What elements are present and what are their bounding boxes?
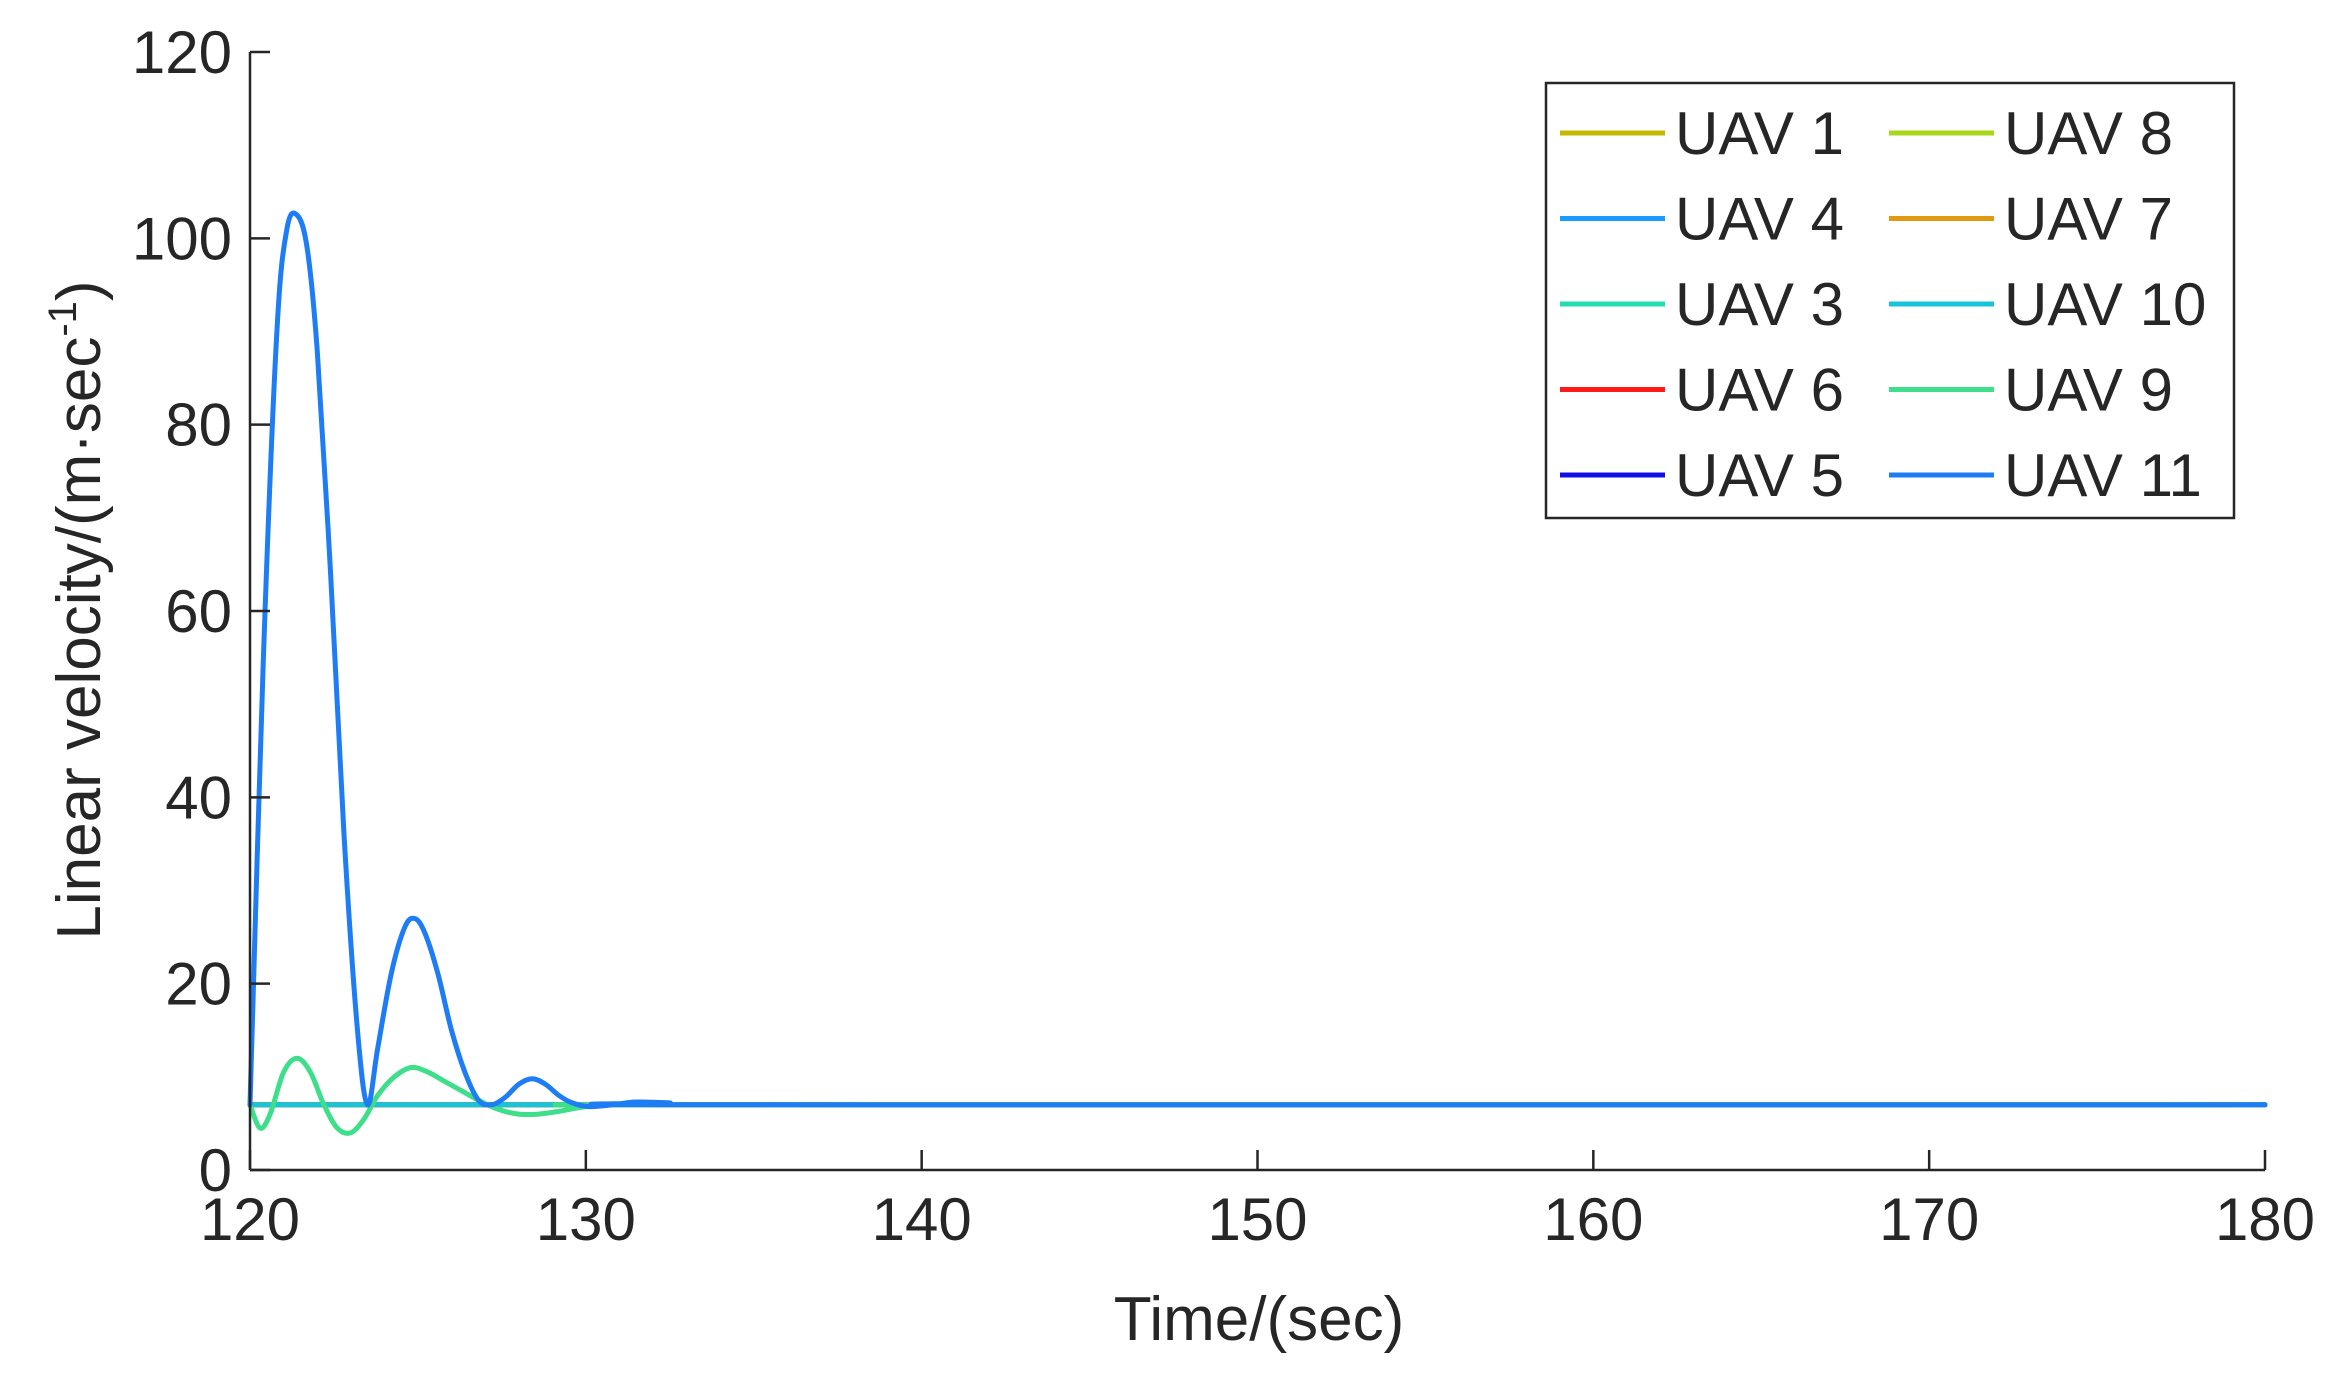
y-tick-label: 20 bbox=[165, 951, 232, 1018]
ticks: 120 130 140 150 160 170 180 0 20 40 60 80 100 120 bbox=[132, 19, 2315, 1253]
legend-label: UAV 3 bbox=[1675, 271, 1844, 338]
x-tick-label: 120 bbox=[200, 1186, 300, 1253]
y-axis-label-suffix: ) bbox=[45, 280, 114, 301]
legend-label: UAV 7 bbox=[2004, 186, 2173, 253]
series-line-uav-9 bbox=[247, 1055, 2268, 1136]
y-tick-label: 40 bbox=[165, 764, 232, 831]
legend-label: UAV 5 bbox=[1675, 442, 1844, 509]
x-tick-label: 180 bbox=[2215, 1186, 2315, 1253]
legend-label: UAV 4 bbox=[1675, 186, 1844, 253]
y-tick-label: 100 bbox=[132, 205, 232, 272]
legend-label: UAV 6 bbox=[1675, 357, 1844, 424]
x-axis-label: Time/(sec) bbox=[1114, 1285, 1404, 1354]
legend-label: UAV 1 bbox=[1675, 100, 1844, 167]
x-tick-label: 170 bbox=[1879, 1186, 1979, 1253]
y-tick-label: 0 bbox=[199, 1137, 232, 1204]
legend-label: UAV 8 bbox=[2004, 100, 2173, 167]
x-tick-label: 140 bbox=[872, 1186, 972, 1253]
legend-label: UAV 9 bbox=[2004, 357, 2173, 424]
y-tick-label: 60 bbox=[165, 578, 232, 645]
x-tick-label: 130 bbox=[536, 1186, 636, 1253]
y-axis-label-superscript: -1 bbox=[41, 301, 85, 337]
legend: UAV 1 UAV 4 UAV 3 UAV 6 UAV 5 UAV 8 UAV 7 UAV 1… bbox=[1544, 81, 2236, 520]
y-tick-label: 120 bbox=[132, 19, 232, 86]
legend-label: UAV 10 bbox=[2004, 271, 2206, 338]
plot-lines bbox=[247, 210, 2268, 1136]
x-tick-label: 160 bbox=[1543, 1186, 1643, 1253]
series-line-uav-11 bbox=[247, 210, 2268, 1110]
x-tick-label: 150 bbox=[1207, 1186, 1307, 1253]
y-axis-label: Linear velocity/(m·sec-1) bbox=[41, 280, 114, 939]
y-tick-label: 80 bbox=[165, 392, 232, 459]
legend-label: UAV 11 bbox=[2004, 442, 2202, 509]
y-axis-label-main: Linear velocity/(m·sec bbox=[45, 337, 114, 940]
legend-box bbox=[1544, 81, 2236, 520]
